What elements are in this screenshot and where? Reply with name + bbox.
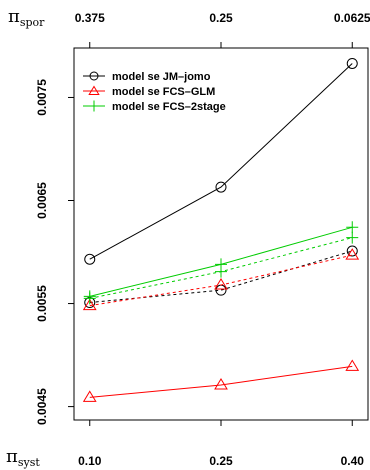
series-line — [89, 254, 353, 307]
x-tick-label: 0.10 — [78, 454, 102, 468]
series-2 — [83, 221, 359, 303]
x-axis-title-symbol: π — [6, 446, 18, 467]
y-tick-label: 0.0055 — [35, 285, 49, 322]
axis-layer: 0.10 0.25 0.40 0.375 0.25 0.0625 0.0045 0.0055 0… — [35, 11, 370, 468]
y-tick-label: 0.0075 — [35, 79, 49, 116]
series-1 — [82, 359, 360, 402]
top-axis-title-subscript: spor — [20, 16, 45, 29]
series-layer — [82, 57, 360, 402]
data-point — [214, 278, 228, 290]
data-point — [345, 248, 360, 260]
top-tick-label: 0.375 — [75, 11, 105, 25]
data-point — [82, 390, 97, 402]
data-point — [84, 253, 96, 265]
series-4 — [82, 248, 360, 311]
data-point — [215, 181, 227, 193]
data-point — [83, 292, 96, 305]
legend-label-fcs-2stage: model se FCS–2stage — [112, 101, 226, 113]
x-axis-title: πsyst — [6, 446, 40, 469]
x-tick-label: 0.40 — [341, 454, 365, 468]
x-axis-title-subscript: syst — [18, 456, 41, 469]
legend-item-2: model se FCS–GLM — [83, 85, 215, 98]
data-point — [215, 265, 227, 278]
series-0 — [84, 57, 358, 265]
legend-label-fcs-glm: model se FCS–GLM — [112, 86, 215, 98]
legend-item-1: model se JM–jomo — [83, 71, 211, 83]
legend-marker-fcs-glm — [88, 85, 100, 95]
series-line — [89, 63, 353, 260]
legend-label-jm-jomo: model se JM–jomo — [112, 71, 211, 83]
series-5 — [83, 231, 359, 305]
data-point — [345, 359, 360, 371]
data-point — [346, 245, 358, 257]
top-tick-label: 0.25 — [209, 11, 233, 25]
data-point — [346, 231, 359, 244]
series-line — [89, 365, 353, 398]
legend-item-3: model se FCS–2stage — [83, 100, 226, 113]
y-tick-label: 0.0045 — [35, 388, 49, 425]
data-point — [346, 57, 358, 69]
data-point — [214, 377, 228, 390]
top-tick-label: 0.0625 — [334, 11, 370, 25]
x-tick-label: 0.25 — [209, 454, 233, 468]
y-tick-label: 0.0065 — [35, 182, 49, 219]
top-axis-title-symbol: π — [8, 6, 20, 27]
data-point — [346, 221, 359, 234]
data-point — [82, 298, 97, 311]
top-axis-title: πspor — [8, 6, 45, 29]
legend-marker-fcs-2stage — [88, 100, 100, 112]
legend-marker-jm-jomo — [89, 71, 99, 81]
legend: model se JM–jomo model se FCS–GLM model … — [83, 71, 226, 113]
